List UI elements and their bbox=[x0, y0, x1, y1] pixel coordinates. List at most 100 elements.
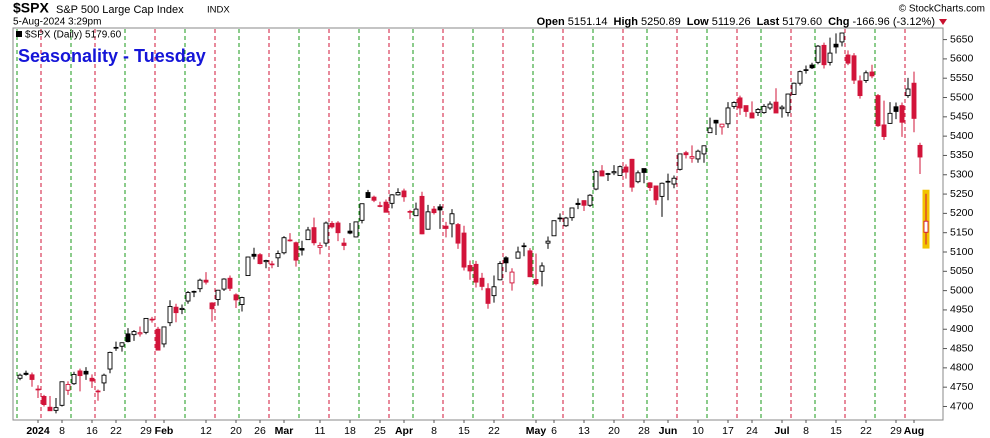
candle-body bbox=[767, 103, 773, 109]
candle-body bbox=[467, 265, 473, 272]
y-tick-label: 4800 bbox=[950, 362, 974, 374]
candle-body bbox=[659, 182, 665, 197]
candle-body bbox=[239, 297, 245, 305]
candle-body bbox=[803, 69, 809, 71]
candle-body bbox=[887, 112, 893, 124]
candle-body bbox=[569, 207, 575, 219]
candle-body bbox=[425, 211, 431, 230]
x-tick-label: 20 bbox=[608, 425, 620, 437]
candle-body bbox=[215, 289, 221, 300]
candle-body bbox=[203, 279, 209, 283]
candle-body bbox=[665, 180, 671, 183]
candle-body bbox=[497, 263, 503, 281]
y-tick-label: 5450 bbox=[950, 111, 974, 123]
candle-body bbox=[617, 166, 623, 176]
candle-body bbox=[773, 101, 779, 114]
y-tick-label: 5650 bbox=[950, 33, 974, 45]
y-tick-label: 5000 bbox=[950, 284, 974, 296]
candle-body bbox=[635, 172, 641, 183]
candle-body bbox=[911, 82, 917, 119]
candle-body bbox=[17, 374, 23, 379]
candle-body bbox=[683, 152, 689, 156]
legend-label: $SPX (Daily) 5179.60 bbox=[25, 30, 122, 41]
candle-body bbox=[197, 279, 203, 290]
candle-body bbox=[407, 210, 413, 213]
candle-body bbox=[701, 145, 707, 155]
candle-body bbox=[191, 290, 197, 293]
candle-body bbox=[89, 377, 95, 382]
chart-title: Seasonality - Tuesday bbox=[18, 46, 206, 66]
candle-body bbox=[581, 200, 587, 206]
candle-body bbox=[53, 407, 59, 411]
candle-body bbox=[677, 153, 683, 170]
x-tick-label: Jun bbox=[659, 425, 678, 437]
candle-body bbox=[845, 54, 851, 64]
y-tick-label: 5250 bbox=[950, 188, 974, 200]
x-tick-label: 22 bbox=[110, 425, 122, 437]
candle-body bbox=[77, 370, 83, 377]
candle-body bbox=[809, 64, 815, 69]
index-name: S&P 500 Large Cap Index bbox=[56, 4, 184, 16]
candle-body bbox=[59, 381, 65, 406]
candle-body bbox=[443, 225, 449, 229]
y-tick-label: 5050 bbox=[950, 265, 974, 277]
candle-body bbox=[599, 170, 605, 177]
candle-body bbox=[65, 384, 71, 391]
x-tick-label: 18 bbox=[344, 425, 356, 437]
x-tick-label: 20 bbox=[230, 425, 242, 437]
candle-body bbox=[743, 105, 749, 112]
candle-body bbox=[311, 227, 317, 244]
x-tick-label: 8 bbox=[803, 425, 809, 437]
candle-body bbox=[815, 45, 821, 63]
x-tick-label: 13 bbox=[578, 425, 590, 437]
candle-body bbox=[527, 250, 533, 278]
candle-body bbox=[689, 156, 695, 159]
x-tick-label: Mar bbox=[275, 425, 294, 437]
candle-body bbox=[209, 302, 215, 310]
y-tick-label: 4900 bbox=[950, 323, 974, 335]
quote-value: 5179.60 bbox=[782, 16, 822, 28]
candle-body bbox=[257, 254, 263, 265]
candle-body bbox=[329, 222, 335, 228]
candle-body bbox=[95, 390, 101, 393]
y-tick-label: 4950 bbox=[950, 304, 974, 316]
candle-body bbox=[449, 213, 455, 225]
candle-body bbox=[545, 240, 551, 244]
candle-body bbox=[671, 177, 677, 185]
y-tick-label: 5150 bbox=[950, 226, 974, 238]
candle-body bbox=[503, 257, 509, 264]
candle-body bbox=[41, 395, 47, 406]
candle-body bbox=[323, 222, 329, 244]
candle-body bbox=[647, 182, 653, 188]
candle-body bbox=[119, 342, 125, 347]
candle-body bbox=[521, 245, 527, 248]
candle-body bbox=[365, 192, 371, 198]
candle-body bbox=[155, 328, 161, 351]
quote-value: 5119.26 bbox=[712, 16, 751, 28]
down-arrow-icon bbox=[939, 19, 947, 25]
candle-body bbox=[473, 263, 479, 283]
candle-body bbox=[641, 168, 647, 173]
quote: Open 5151.14 High 5250.89 Low 5119.26 Last 5179… bbox=[537, 16, 935, 28]
candle-body bbox=[107, 351, 113, 370]
candle-body bbox=[533, 278, 539, 285]
candle-body bbox=[251, 253, 257, 257]
symbol: $SPX bbox=[13, 0, 49, 16]
candle-body bbox=[851, 55, 857, 81]
candle-body bbox=[719, 123, 725, 128]
plot-frame bbox=[12, 27, 944, 421]
candle-body bbox=[389, 194, 395, 204]
x-tick-label: 15 bbox=[458, 425, 470, 437]
candle-body bbox=[923, 220, 929, 233]
candle-body bbox=[137, 332, 143, 335]
x-tick-label: 6 bbox=[551, 425, 557, 437]
x-tick-label: Aug bbox=[904, 425, 924, 437]
candle-body bbox=[515, 251, 521, 259]
quote-label: Open bbox=[537, 16, 565, 28]
candle-body bbox=[881, 124, 887, 137]
candle-body bbox=[539, 265, 545, 272]
candle-body bbox=[755, 109, 761, 114]
candle-body bbox=[281, 237, 287, 254]
candle-body bbox=[401, 190, 407, 198]
